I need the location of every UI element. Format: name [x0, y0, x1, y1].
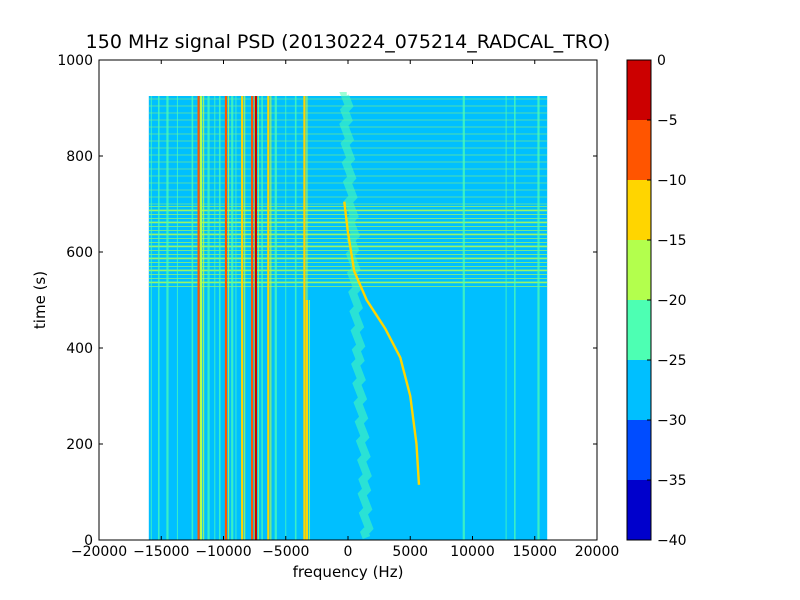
- colorbar-segment: [627, 360, 651, 420]
- x-tick-label: 10000: [450, 544, 495, 560]
- y-tick-label: 200: [66, 437, 93, 453]
- colorbar-tick-label: −10: [657, 173, 687, 189]
- heatmap: [148, 92, 548, 540]
- colorbar-tick-label: −30: [657, 413, 687, 429]
- x-tick-label: −15000: [133, 544, 189, 560]
- y-axis: 0 200 400 600 800 1000: [57, 53, 597, 549]
- x-tick-label: 20000: [575, 544, 620, 560]
- colorbar-segment: [627, 420, 651, 480]
- x-axis: −20000 −15000 −10000 −5000 0 5000 10000 15000 20…: [71, 60, 619, 560]
- colorbar-segment: [627, 180, 651, 240]
- colorbar-tick-label: −20: [657, 293, 687, 309]
- colorbar-tick-label: −5: [657, 113, 678, 129]
- colorbar-segment: [627, 300, 651, 360]
- colorbar-tick-label: −25: [657, 353, 687, 369]
- x-tick-label: 15000: [512, 544, 557, 560]
- y-tick-label: 0: [84, 533, 93, 549]
- drifting-signal: [343, 201, 421, 485]
- x-tick-label: −5000: [262, 544, 309, 560]
- x-tick-label: 5000: [392, 544, 428, 560]
- y-tick-label: 400: [66, 341, 93, 357]
- colorbar-segment: [627, 60, 651, 120]
- noise-trail: [339, 92, 374, 540]
- colorbar-segment: [627, 120, 651, 180]
- x-axis-label: frequency (Hz): [293, 563, 404, 581]
- colorbar-tick-label: 0: [657, 53, 666, 69]
- chart-title: 150 MHz signal PSD (20130224_075214_RADC…: [86, 31, 611, 53]
- colorbar-tick-label: −35: [657, 473, 687, 489]
- y-tick-label: 600: [66, 245, 93, 261]
- colorbar-tick-label: −15: [657, 233, 687, 249]
- y-tick-label: 1000: [57, 53, 93, 69]
- colorbar-segment: [627, 240, 651, 300]
- colorbar-segment: [627, 480, 651, 540]
- x-tick-label: −20000: [71, 544, 127, 560]
- colorbar-tick-label: −40: [657, 533, 687, 549]
- plot-area: [98, 59, 598, 541]
- x-tick-label: −10000: [195, 544, 251, 560]
- y-tick-label: 800: [66, 149, 93, 165]
- y-axis-label: time (s): [31, 271, 49, 329]
- x-tick-label: 0: [344, 544, 353, 560]
- colorbar: −40 −35 −30 −25 −20 −15 −10 −5 0: [626, 53, 687, 549]
